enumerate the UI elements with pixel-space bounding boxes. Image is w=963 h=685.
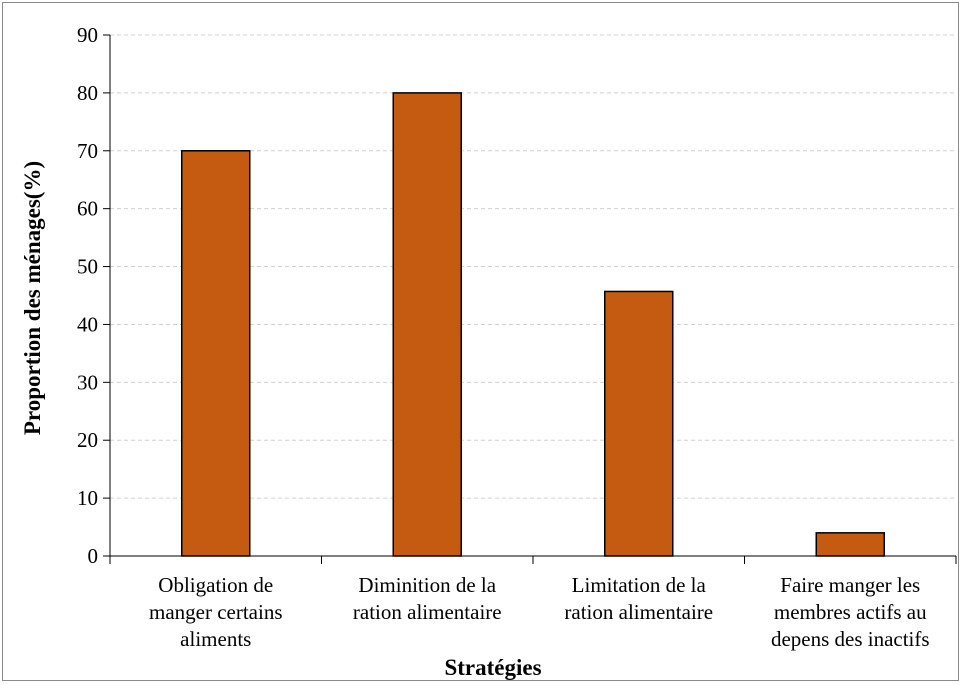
y-tick-label: 60 <box>77 197 98 221</box>
y-tick-label: 30 <box>77 370 98 394</box>
bar <box>815 532 885 557</box>
y-tick-label: 0 <box>88 544 99 568</box>
y-tick-label: 50 <box>77 255 98 279</box>
y-axis-title: Proportion des ménages(%) <box>20 161 45 435</box>
x-category-label-line: ration alimentaire <box>564 600 713 624</box>
gridlines <box>110 34 956 499</box>
y-tick-label: 40 <box>77 312 98 336</box>
y-tick-label: 80 <box>77 81 98 105</box>
bar <box>604 290 674 557</box>
x-axis-title: Stratégies <box>444 655 541 680</box>
y-tick-label: 90 <box>77 23 98 47</box>
x-category-label: Limitation de la ration alimentaire <box>564 573 713 624</box>
axes <box>103 34 957 564</box>
x-category-label-line: Diminition de la <box>358 573 496 597</box>
x-category-label-line: manger certains <box>149 600 283 624</box>
x-category-label: Diminition de la ration alimentaire <box>353 573 502 624</box>
x-category-labels: Obligation de manger certains aliments Dimi… <box>149 573 930 651</box>
bar <box>181 150 251 557</box>
x-category-label-line: depens des inactifs <box>771 627 930 651</box>
y-tick-label: 10 <box>77 486 98 510</box>
x-category-label-line: aliments <box>180 627 251 651</box>
x-category-label-line: Limitation de la <box>572 573 707 597</box>
bar <box>392 92 462 557</box>
x-category-label: Faire manger les membres actifs au depens … <box>771 573 930 651</box>
x-category-label-line: membres actifs au <box>774 600 927 624</box>
y-tick-labels: 0 10 20 30 40 50 60 70 80 90 <box>77 23 98 568</box>
bars <box>181 92 885 557</box>
x-category-label-line: Faire manger les <box>780 573 920 597</box>
y-tick-label: 70 <box>77 139 98 163</box>
x-category-label: Obligation de manger certains aliments <box>149 573 283 651</box>
x-category-label-line: Obligation de <box>158 573 273 597</box>
y-tick-label: 20 <box>77 428 98 452</box>
x-category-label-line: ration alimentaire <box>353 600 502 624</box>
